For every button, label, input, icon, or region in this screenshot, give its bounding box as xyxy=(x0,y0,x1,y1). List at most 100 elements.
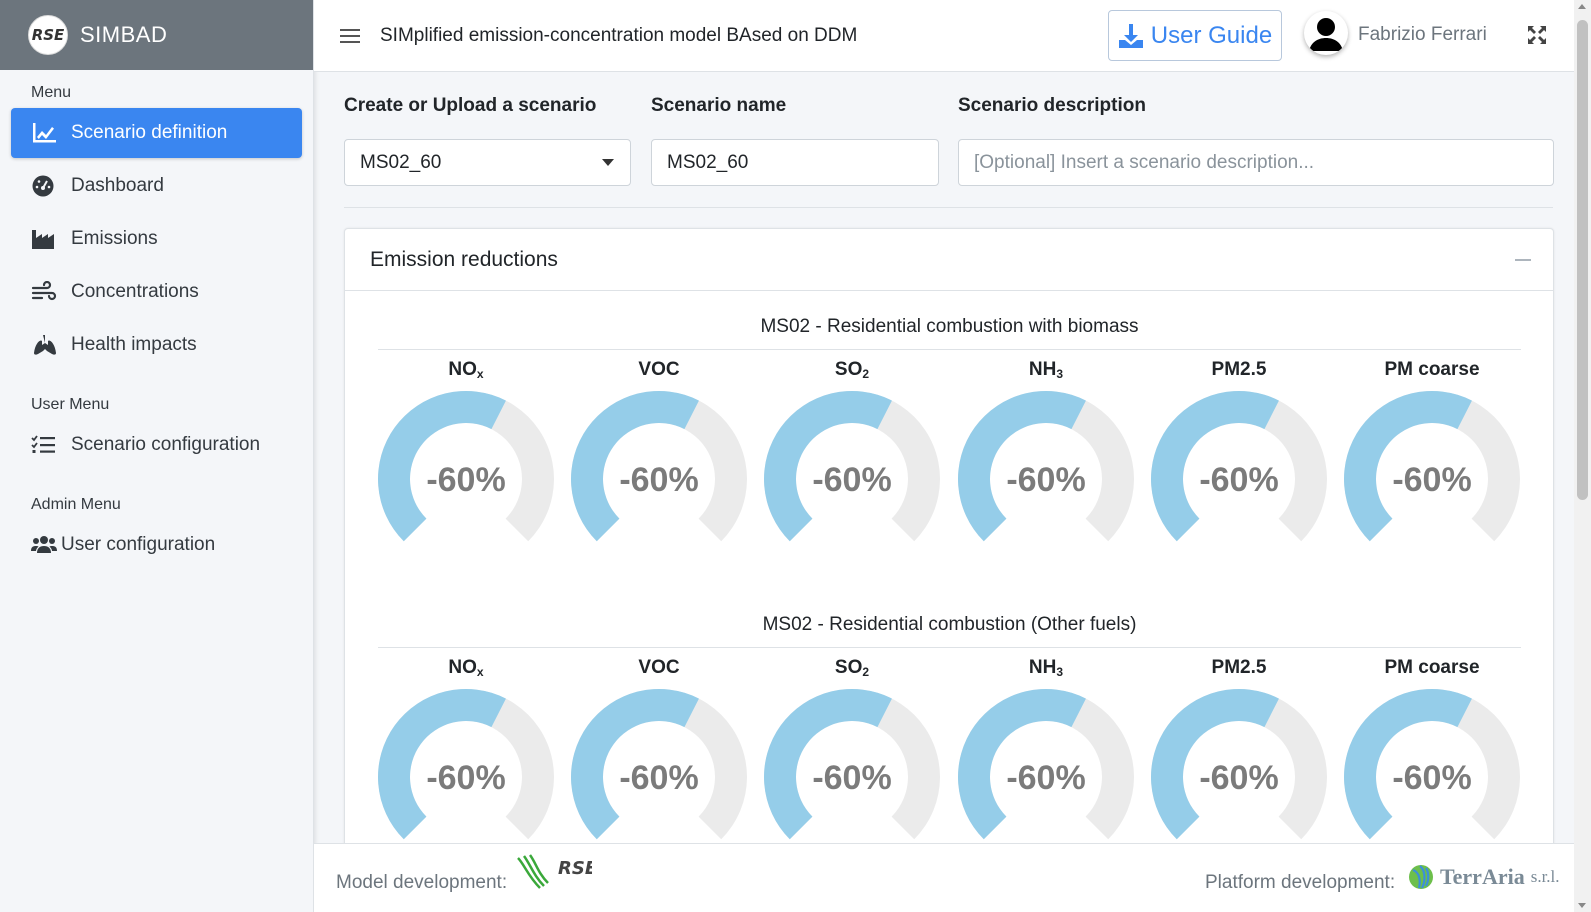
pollutant-name: SO xyxy=(834,657,863,678)
gauge-value: -60% xyxy=(1006,461,1085,499)
sidebar-item-label: User configuration xyxy=(61,534,216,555)
pollutant-subscript: 2 xyxy=(862,665,870,679)
scenario-name-label: Scenario name xyxy=(651,95,787,116)
gauge: NH3 -60% xyxy=(958,359,1134,551)
user-avatar-icon xyxy=(1309,18,1343,51)
gauge-fill xyxy=(1344,391,1472,542)
menu-toggle-icon[interactable] xyxy=(340,25,360,47)
gauge-fill xyxy=(1151,391,1279,542)
gauge: NOx -60% xyxy=(378,657,554,847)
card-header: Emission reductions xyxy=(345,229,1553,291)
rse-logo: RSE xyxy=(28,15,68,55)
gauge-icon xyxy=(32,175,54,197)
rse-footer-logo-text: RSE xyxy=(558,858,592,879)
scroll-down-icon[interactable] xyxy=(1578,903,1586,908)
gauge-value: -60% xyxy=(1392,461,1471,499)
avatar[interactable] xyxy=(1304,11,1348,55)
gauge-value: -60% xyxy=(1199,461,1278,499)
terraria-name: TerrAria xyxy=(1440,864,1525,889)
gauge-value: -60% xyxy=(812,461,891,499)
divider xyxy=(344,207,1553,208)
gauge-label: SO2 xyxy=(764,359,940,385)
gauge-fill xyxy=(571,689,699,840)
terraria-suffix: s.r.l. xyxy=(1530,867,1560,886)
scenario-description-label: Scenario description xyxy=(958,95,1146,116)
sidebar-item-health-impacts[interactable]: Health impacts xyxy=(11,320,302,370)
pollutant-subscript: 3 xyxy=(1056,665,1064,679)
gauge-fill xyxy=(378,689,506,840)
gauge-label: VOC xyxy=(571,657,747,683)
user-guide-label: User Guide xyxy=(1150,21,1273,49)
collapse-button[interactable] xyxy=(1515,259,1531,261)
sidebar-item-dashboard[interactable]: Dashboard xyxy=(11,161,302,211)
scenario-description-input[interactable] xyxy=(958,139,1554,186)
sidebar-item-scenario-configuration[interactable]: Scenario configuration xyxy=(11,420,302,470)
footer: Model development: RSE Platform developm… xyxy=(314,843,1591,912)
sidebar-item-concentrations[interactable]: Concentrations xyxy=(11,267,302,317)
admin-menu-header: Admin Menu xyxy=(31,496,121,513)
gauge: VOC -60% xyxy=(571,359,747,551)
pollutant-name: NH xyxy=(1028,657,1057,678)
scrollbar[interactable] xyxy=(1574,0,1591,912)
user-menu-header: User Menu xyxy=(31,396,110,413)
section-title: MS02 - Residential combustion with bioma… xyxy=(760,316,1139,337)
pollutant-name: VOC xyxy=(638,657,680,678)
terraria-globe-icon xyxy=(1409,865,1433,889)
lungs-icon xyxy=(34,335,56,355)
pollutant-subscript: x xyxy=(476,665,484,679)
gauge-label: PM coarse xyxy=(1344,359,1520,385)
gauge-value: -60% xyxy=(1199,759,1278,797)
gauge: PM coarse -60% xyxy=(1344,657,1520,847)
section-divider xyxy=(378,647,1521,648)
chart-line-icon xyxy=(33,123,56,143)
brand[interactable]: RSE SIMBAD xyxy=(0,0,313,70)
rse-footer-logo: RSE xyxy=(517,854,592,889)
gauge-fill xyxy=(764,391,892,542)
scenario-name-input[interactable] xyxy=(651,139,939,186)
industry-icon xyxy=(32,230,54,249)
pollutant-name: PM coarse xyxy=(1384,359,1480,380)
gauge-label: PM coarse xyxy=(1344,657,1520,683)
pollutant-name: NO xyxy=(448,657,477,678)
sidebar-item-label: Scenario configuration xyxy=(71,434,261,455)
gauge-label: NH3 xyxy=(958,359,1134,385)
sidebar-item-label: Emissions xyxy=(71,228,158,249)
terraria-logo: TerrAria s.r.l. xyxy=(1408,864,1560,890)
user-guide-button[interactable]: User Guide xyxy=(1108,10,1282,61)
gauge-dial: -60% xyxy=(1344,391,1520,542)
gauge: VOC -60% xyxy=(571,657,747,847)
model-development-label: Model development: xyxy=(336,872,508,893)
scroll-up-icon[interactable] xyxy=(1578,4,1586,9)
sidebar-item-label: Dashboard xyxy=(71,175,164,196)
gauge-dial: -60% xyxy=(764,689,940,840)
gauge-value: -60% xyxy=(426,461,505,499)
sidebar-item-user-configuration[interactable]: User configuration xyxy=(11,520,302,570)
gauge-value: -60% xyxy=(619,759,698,797)
gauge: NOx -60% xyxy=(378,359,554,551)
caret-down-icon xyxy=(602,159,614,166)
section-divider xyxy=(378,349,1521,350)
gauge-value: -60% xyxy=(1392,759,1471,797)
fullscreen-icon[interactable] xyxy=(1526,24,1548,46)
sidebar-item-emissions[interactable]: Emissions xyxy=(11,214,302,264)
scroll-thumb[interactable] xyxy=(1577,20,1588,500)
gauge-value: -60% xyxy=(426,759,505,797)
scenario-select[interactable]: MS02_60 xyxy=(344,139,631,186)
gauge: SO2 -60% xyxy=(764,359,940,551)
gauge-fill xyxy=(571,391,699,542)
section-title: MS02 - Residential combustion (Other fue… xyxy=(762,614,1137,635)
gauge-dial: -60% xyxy=(958,391,1134,542)
gauge-dial: -60% xyxy=(571,391,747,542)
sidebar-item-label: Health impacts xyxy=(71,334,197,355)
pollutant-name: PM2.5 xyxy=(1211,657,1267,678)
sidebar-item-scenario-definition[interactable]: Scenario definition xyxy=(11,108,302,158)
gauge-fill xyxy=(1344,689,1472,840)
gauge: PM coarse -60% xyxy=(1344,359,1520,551)
user-name[interactable]: Fabrizio Ferrari xyxy=(1358,24,1487,45)
gauge-dial: -60% xyxy=(1151,391,1327,542)
app-title: SIMplified emission-concentration model … xyxy=(380,24,858,46)
gauge: NH3 -60% xyxy=(958,657,1134,847)
gauge-dial: -60% xyxy=(764,391,940,542)
gauge-value: -60% xyxy=(619,461,698,499)
topbar: SIMplified emission-concentration model … xyxy=(314,0,1591,72)
